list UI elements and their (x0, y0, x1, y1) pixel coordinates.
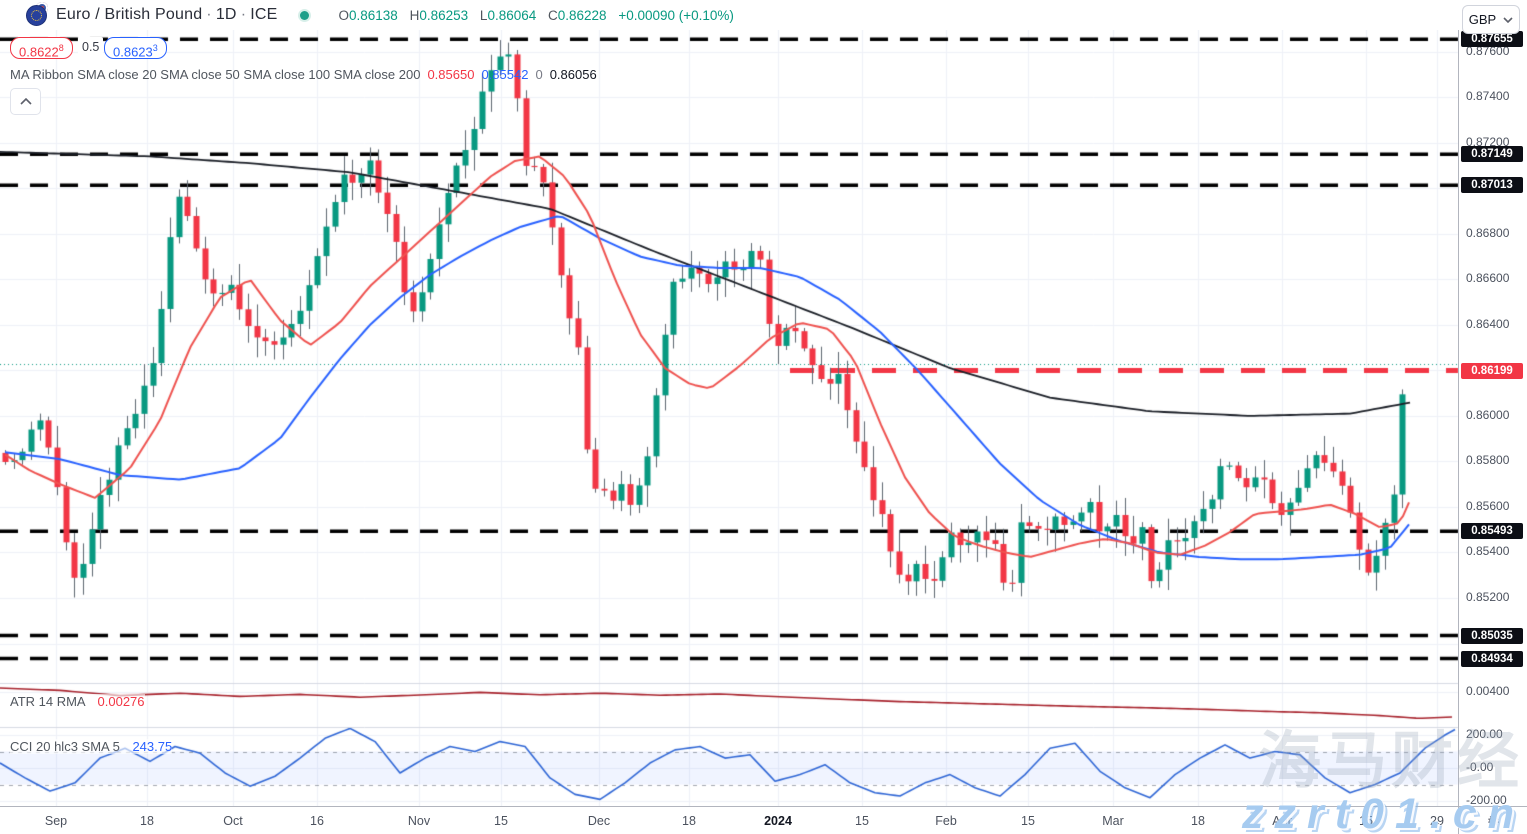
time-tick-label: Dec (587, 814, 611, 828)
atr-name: ATR 14 RMA (10, 694, 85, 709)
price-tick-label: -200.00 (1466, 793, 1507, 807)
chevron-down-icon (1503, 16, 1513, 23)
price-level-pill: 0.85035 (1461, 627, 1523, 644)
time-tick-label: 15 (1359, 814, 1373, 828)
price-tick-label: 200.00 (1466, 727, 1503, 741)
price-tick-label: 0.00400 (1466, 684, 1510, 698)
price-tick-label: 0.86600 (1466, 271, 1510, 286)
settings-gear-icon[interactable]: ⚙ (1486, 813, 1501, 830)
price-label-red[interactable]: 0.86228 (10, 37, 73, 59)
cci-name: CCI 20 hlc3 SMA 5 (10, 739, 120, 754)
high-label: H (409, 7, 420, 23)
time-tick-label: Feb (935, 814, 957, 828)
time-axis[interactable]: Sep 18 Oct 16 Nov 15 Dec 18 2024 15 Feb 15 Mar 18 Apr 1… (0, 806, 1458, 834)
exchange-label: ICE (250, 6, 278, 23)
price-tick-label: 0.87600 (1466, 43, 1510, 58)
price-label-blue[interactable]: 0.86233 (104, 37, 167, 59)
price-label-red-sup: 8 (58, 43, 64, 53)
time-tick-label: 18 (682, 814, 696, 828)
ma-ribbon-value: 0.86056 (549, 67, 597, 82)
price-tick-label: 0.86000 (1466, 407, 1510, 422)
time-tick-label: 16 (310, 814, 324, 828)
ma-ribbon-legend[interactable]: MA Ribbon SMA close 20 SMA close 50 SMA … (10, 67, 597, 82)
time-tick-label: 18 (140, 814, 154, 828)
time-tick-label: Mar (1102, 814, 1124, 828)
time-tick-label: Apr (1272, 814, 1292, 828)
price-level-pill: 0.86199 (1461, 362, 1523, 379)
market-open-dot (299, 10, 309, 20)
time-tick-label: Sep (44, 814, 68, 828)
price-axis[interactable]: 0.87600 0.87400 0.87200 0.86800 0.86600 0.864… (1458, 30, 1527, 807)
symbol-flag-icon (26, 2, 48, 26)
low-label: L (479, 7, 488, 23)
timeframe-label: 1D (215, 6, 237, 23)
atr-legend[interactable]: ATR 14 RMA 0.00276 (10, 694, 145, 709)
title-separator2: · (240, 6, 247, 23)
axis-settings-corner[interactable]: ⚙ (1458, 806, 1527, 834)
price-level-pill: 0.87149 (1461, 146, 1523, 163)
price-label-blue-sup: 3 (152, 43, 158, 53)
price-tick-label: 0.86400 (1466, 316, 1510, 331)
price-tick-label: 0.85400 (1466, 544, 1510, 559)
price-label-mid: 0.5 (78, 37, 104, 57)
ma-ribbon-title: MA Ribbon SMA close 20 SMA close 50 SMA … (10, 67, 421, 82)
time-tick-label: 2024 (764, 814, 792, 828)
price-label-red-value: 0.8622 (19, 44, 59, 60)
collapse-button[interactable] (10, 88, 41, 115)
change-value: +0.00090 (+0.10%) (618, 7, 734, 23)
price-level-pill: 0.87655 (1461, 31, 1523, 48)
price-tick-label: 0.85800 (1466, 453, 1510, 468)
time-tick-label: 15 (494, 814, 508, 828)
price-level-pill: 0.84934 (1461, 650, 1523, 667)
cci-value: 243.75 (132, 739, 173, 754)
currency-dropdown[interactable]: GBP (1462, 5, 1520, 34)
price-tick-label: 0.87400 (1466, 89, 1510, 104)
chart-toolbar: Euro / British Pound · 1D · ICE O0.86138 H0.… (0, 0, 1527, 30)
price-label-blue-value: 0.8623 (113, 44, 153, 60)
price-level-pill: 0.85493 (1461, 523, 1523, 540)
open-value: 0.86138 (349, 7, 398, 23)
price-tick-label: -0.00 (1466, 760, 1494, 774)
close-label: C (548, 7, 558, 23)
price-tick-label: 0.87200 (1466, 134, 1510, 149)
chevron-up-icon (19, 98, 32, 105)
price-tick-label: 0.86800 (1466, 225, 1510, 240)
ma-ribbon-value: 0 (535, 67, 543, 82)
ma-ribbon-value: 0.85542 (481, 67, 529, 82)
time-tick-label: 15 (1021, 814, 1035, 828)
time-tick-label: 15 (855, 814, 869, 828)
symbol-name: Euro / British Pound (56, 6, 203, 23)
ma-ribbon-value: 0.85650 (427, 67, 475, 82)
title-separator: · (206, 6, 212, 23)
symbol-title[interactable]: Euro / British Pound · 1D · ICE (56, 6, 278, 24)
time-tick-label: 18 (1191, 814, 1205, 828)
time-tick-label: Nov (407, 814, 431, 828)
time-tick-label: 29 (1430, 814, 1444, 828)
time-tick-label: Oct (223, 814, 243, 828)
price-level-pill: 0.87013 (1461, 177, 1523, 194)
close-value: 0.86228 (557, 7, 607, 23)
low-value: 0.86064 (487, 7, 537, 23)
ma-ribbon-values: 0.85650 0.85542 0 0.86056 (420, 67, 596, 82)
high-value: 0.86253 (419, 7, 469, 23)
currency-label: GBP (1468, 12, 1497, 27)
price-tick-label: 0.85600 (1466, 498, 1510, 513)
atr-value: 0.00276 (97, 694, 145, 709)
ohlc-readout: O0.86138 H0.86253 L0.86064 C0.86228 +0.0… (331, 8, 734, 23)
open-label: O (338, 7, 350, 23)
price-tick-label: 0.85200 (1466, 589, 1510, 604)
cci-legend[interactable]: CCI 20 hlc3 SMA 5 243.75 (10, 739, 173, 754)
